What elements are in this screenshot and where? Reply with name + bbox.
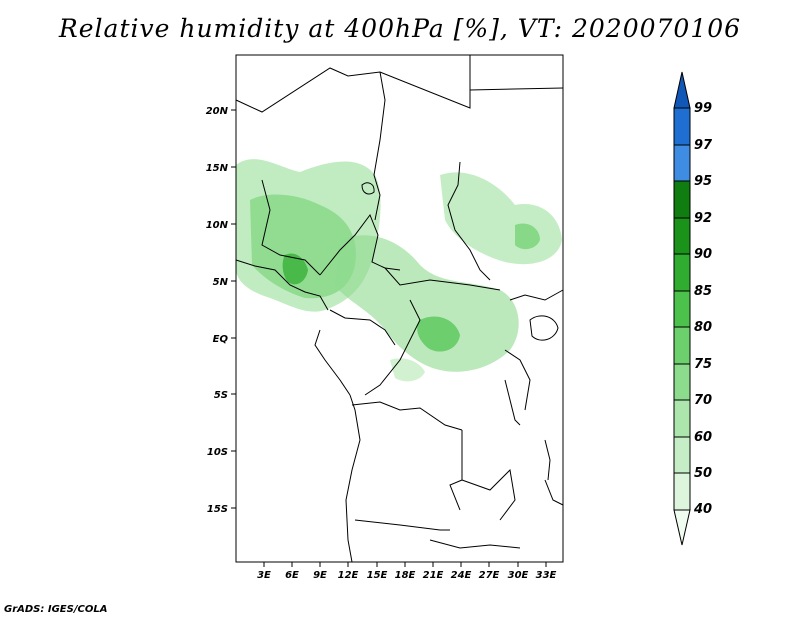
lat-label: 10N [206,220,229,231]
lon-label: 9E [313,570,327,581]
longitude-axis: 3E 6E 9E 12E 15E 18E 21E 24E 27E 30E 33E [257,562,557,581]
lon-label: 30E [508,570,529,581]
colorbar-segment [673,326,691,365]
latitude-axis: 20N 15N 10N 5N EQ 5S 10S 15S [206,106,236,515]
border-east-africa [509,289,564,301]
colorbar-label: 99 [694,101,712,116]
colorbar-label: 92 [694,211,712,226]
colorbar-segment [673,363,691,401]
colorbar-label: 97 [694,138,713,153]
coastline-west [235,259,329,311]
colorbar-label: 85 [694,284,712,299]
humidity-core-west [282,253,308,285]
lat-label: 15S [207,504,228,515]
colorbar-segment [673,290,691,328]
lat-label: 15N [206,163,229,174]
lon-label: 3E [257,570,271,581]
lat-label: 20N [206,106,229,117]
border-sudan [447,161,491,281]
lat-label: 5N [213,277,229,288]
colorbar-label: 95 [694,174,712,189]
border-angola-north [351,401,463,431]
border-south [429,539,521,549]
border-zambia [461,468,516,521]
lon-label: 12E [338,570,359,581]
border-great-lakes [504,349,531,411]
border-car [384,267,501,291]
border-cameroon [319,213,401,276]
colorbar-label: 60 [694,430,712,445]
map-frame [235,54,564,563]
lat-label: 10S [207,447,228,458]
colorbar-segment [673,107,691,146]
border-angola-south [354,519,450,531]
map-title: Relative humidity at 400hPa [%], VT: 202… [58,14,742,43]
border-mozambique [544,479,564,506]
lat-label: 5S [214,390,228,401]
lon-label: 6E [285,570,299,581]
colorbar-label: 70 [694,393,712,408]
lake-chad [361,182,375,195]
colorbar-segment [673,472,691,511]
coastlines-borders [235,55,564,563]
humidity-region-west-inner [250,194,356,299]
humidity-region-east [440,172,562,265]
colorbar-label: 40 [693,502,712,517]
lon-label: 27E [479,570,500,581]
colorbar-cap-bottom [673,509,691,546]
colorbar-label: 50 [694,466,712,481]
lake-tanganyika [504,379,521,426]
coastline-angola [345,394,361,563]
grads-credit: GrADS: IGES/COLA [4,604,108,615]
colorbar-segment [673,253,691,292]
humidity-core-east [515,223,540,250]
lon-label: 21E [423,570,444,581]
border-congo [329,309,396,346]
coastline-gabon [314,329,351,396]
colorbar: 40 50 60 70 75 80 85 90 92 95 97 99 [673,71,713,546]
colorbar-segment [673,399,691,438]
lon-label: 18E [395,570,416,581]
lon-label: 24E [451,570,472,581]
north-border-line [235,55,471,113]
border-chad [373,71,386,221]
border-egypt-sudan [469,87,564,91]
colorbar-segment [673,144,691,182]
colorbar-segment [673,436,691,474]
border-angola-east [449,430,463,511]
lat-label: EQ [213,334,229,345]
colorbar-segment [673,217,691,255]
lon-label: 33E [536,570,557,581]
humidity-region-central [335,235,519,372]
colorbar-label: 75 [694,357,712,372]
lake-victoria [529,315,559,341]
border-nigeria [261,179,321,276]
humidity-core-central [417,316,460,352]
lon-label: 15E [367,570,388,581]
humidity-region-south [390,358,425,382]
lake-malawi [544,439,551,481]
colorbar-cap-top [673,71,691,109]
border-drc-north [364,299,421,396]
colorbar-label: 80 [694,320,712,335]
humidity-field [236,159,562,382]
colorbar-segment [673,180,691,219]
colorbar-label: 90 [694,247,712,262]
